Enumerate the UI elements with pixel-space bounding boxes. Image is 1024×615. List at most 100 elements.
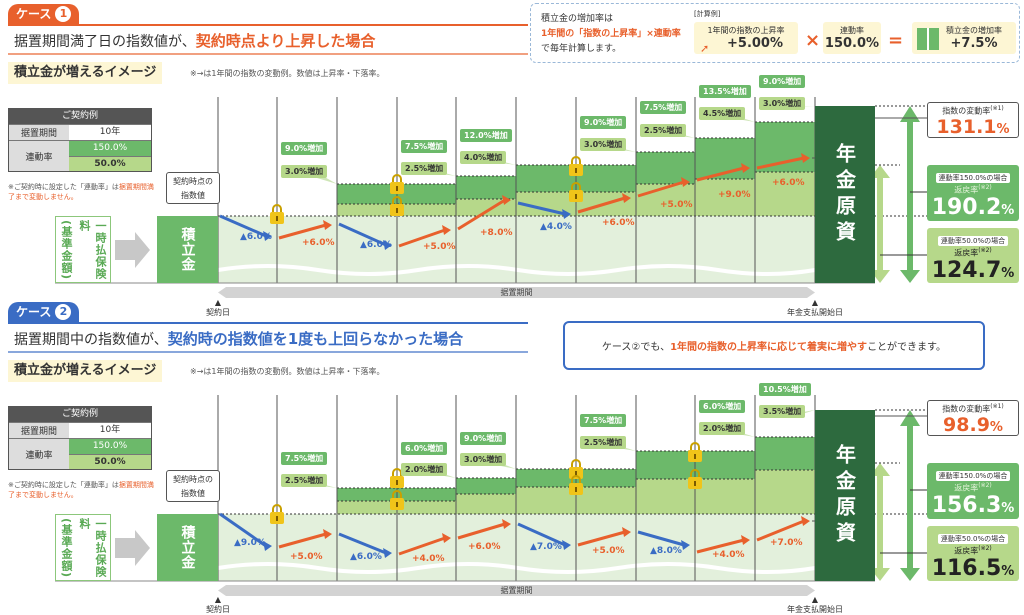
single-premium-box: 一時払保険料 (基準金額) <box>55 514 111 581</box>
lock-icon <box>270 204 284 224</box>
callout-line-1: 契約時点の <box>173 475 213 484</box>
return-rate-low-box: 連動率50.0%の場合 返戻率(※2) 116.5% <box>927 526 1019 581</box>
term2-label: 連動率 <box>840 26 864 35</box>
footnote-a: ※ご契約時に設定した「連動率」は <box>8 183 119 191</box>
accum-label: 積立金 <box>179 525 196 570</box>
payment-start-label: 年金支払開始日 <box>787 605 843 614</box>
accum-label: 積立金 <box>179 227 196 272</box>
premium-label: 一時払保険料 <box>78 220 107 280</box>
callout-line-2: 指数値 <box>181 489 205 498</box>
accum-block-low-rate <box>695 479 755 514</box>
unit: % <box>1001 563 1015 579</box>
single-premium-box: 一時払保険料 (基準金額) <box>55 216 111 283</box>
return-rate-high-box: 連動率150.0%の場合 返戻率(※2) 156.3% <box>927 463 1019 519</box>
calc-result: 積立金の増加率 +7.5% <box>912 22 1016 54</box>
arrow-note: ※→は1年間の指数の変動例。数値は上昇率・下落率。 <box>190 69 385 78</box>
return-low-value: 124.7 <box>931 257 1002 283</box>
increase-label-low-rate: 4.0%増加 <box>460 151 507 164</box>
index-rise-arrow <box>457 519 511 540</box>
increase-label-high-rate: 13.5%増加 <box>699 85 751 98</box>
accum-block-low-rate <box>755 172 815 216</box>
increase-label-low-rate: 3.0%増加 <box>281 165 328 178</box>
index-fall-arrow <box>637 530 690 550</box>
increase-label-low-rate: 2.5%増加 <box>580 436 627 449</box>
yearly-change-label: +7.0% <box>770 538 803 548</box>
contract-example-table: ご契約例 据置期間 10年 連動率 150.0% 50.0% <box>8 406 152 470</box>
divider <box>8 24 528 26</box>
high-rate-range-arrow <box>900 410 920 581</box>
annuity-fund-column: 年金原資 <box>815 410 875 581</box>
divider <box>8 322 528 324</box>
increase-label-low-rate: 2.5%増加 <box>401 162 448 175</box>
index-change-box: 指数の変動率(※1) 131.1% <box>927 102 1019 138</box>
increase-label-high-rate: 10.5%増加 <box>759 383 811 396</box>
table-header: ご契約例 <box>9 407 151 422</box>
accum-block-low-rate <box>636 479 695 514</box>
case-1-section: ケース 1 据置期間満了日の指数値が、契約時点より上昇した場合 積立金が増えるイメージ… <box>0 0 1024 317</box>
divider <box>8 53 528 55</box>
case-title: 据置期間中の指数値が、契約時の指数値を1度も上回らなかった場合 <box>14 328 463 349</box>
calculation-explanation: 積立金の増加率は 1年間の「指数の上昇率」×連動率 で毎年計算します。 <box>541 12 681 57</box>
yearly-change-label: +5.0% <box>423 242 456 252</box>
yearly-change-label: ▲4.0% <box>540 222 572 232</box>
accum-block-low-rate <box>695 179 755 216</box>
rate-high-value: 150.0% <box>69 439 151 454</box>
payment-start-marker: ▲ 年金支払開始日 <box>787 298 843 317</box>
accum-block-low-rate <box>397 204 456 216</box>
increase-label-high-rate: 9.0%増加 <box>580 116 627 129</box>
return-title: 返戻率 <box>954 546 979 556</box>
unit: % <box>1001 500 1015 516</box>
result-value: +7.5% <box>950 36 998 51</box>
yearly-change-label: ▲6.0% <box>240 232 272 242</box>
calc-term-rate: 連動率 150.0% <box>823 22 881 54</box>
index-change-value: 98.9 <box>943 413 990 436</box>
note-ref: (※1) <box>990 403 1004 410</box>
case-title: 据置期間満了日の指数値が、契約時点より上昇した場合 <box>14 30 375 51</box>
yearly-change-label: +5.0% <box>592 546 625 556</box>
section-subtitle: 積立金が増えるイメージ <box>8 360 163 382</box>
wave-break <box>217 562 816 574</box>
message-part-c: ことができます。 <box>867 342 947 353</box>
index-change-value: 131.1 <box>936 115 997 138</box>
message-part-a: ケース②でも、 <box>601 342 671 353</box>
index-rise-arrow <box>577 527 631 547</box>
accum-block-low-rate <box>636 184 695 216</box>
increase-label-high-rate: 9.0%増加 <box>759 75 806 88</box>
rate-high-value: 150.0% <box>69 141 151 156</box>
index-rise-arrow <box>278 220 332 240</box>
yearly-change-label: +4.0% <box>412 554 445 564</box>
lock-icon <box>688 442 702 462</box>
case-tab-label: ケース <box>16 7 52 21</box>
accum-block-low-rate <box>397 501 456 514</box>
message-highlight: 1年間の指数の上昇率に応じて着実に増やす <box>670 342 868 353</box>
contract-date-marker: ▲ 契約日 <box>206 298 230 317</box>
table-header: ご契約例 <box>9 109 151 124</box>
title-highlight: 契約時の指数値を1度も上回らなかった場合 <box>167 330 464 348</box>
yearly-change-label: ▲9.0% <box>234 538 266 548</box>
deferral-period-bar: 据置期間 <box>218 287 815 298</box>
start-index-callout: 契約時点の 指数値 <box>166 470 220 502</box>
note-ref: (※2) <box>978 184 992 191</box>
index-rise-arrow <box>637 177 690 198</box>
wave-break <box>217 264 816 276</box>
rate-label: 連動率 <box>9 141 69 171</box>
accumulation-box: 積立金 <box>157 514 218 581</box>
divider <box>8 351 528 353</box>
index-fall-arrow <box>338 532 392 558</box>
return-high-value: 156.3 <box>931 492 1002 518</box>
yearly-change-label: +5.0% <box>660 200 693 210</box>
calc-example-label: [計算例] <box>694 10 721 18</box>
index-rise-arrow <box>756 153 810 170</box>
low-rate-range-arrow <box>870 463 890 581</box>
footnote-a: ※ご契約時に設定した「連動率」は <box>8 481 119 489</box>
index-fall-arrow <box>517 201 571 219</box>
premium-label: 一時払保険料 <box>78 518 107 578</box>
accum-block-low-rate <box>456 494 516 514</box>
return-high-label: 連動率150.0%の場合 <box>935 173 1011 183</box>
deferral-period-bar: 据置期間 <box>218 585 815 596</box>
index-fall-arrow <box>219 214 272 241</box>
annuity-label: 年金原資 <box>832 142 857 247</box>
annuity-label: 年金原資 <box>832 443 857 548</box>
lock-icon <box>390 490 404 510</box>
yearly-change-label: +6.0% <box>772 178 805 188</box>
